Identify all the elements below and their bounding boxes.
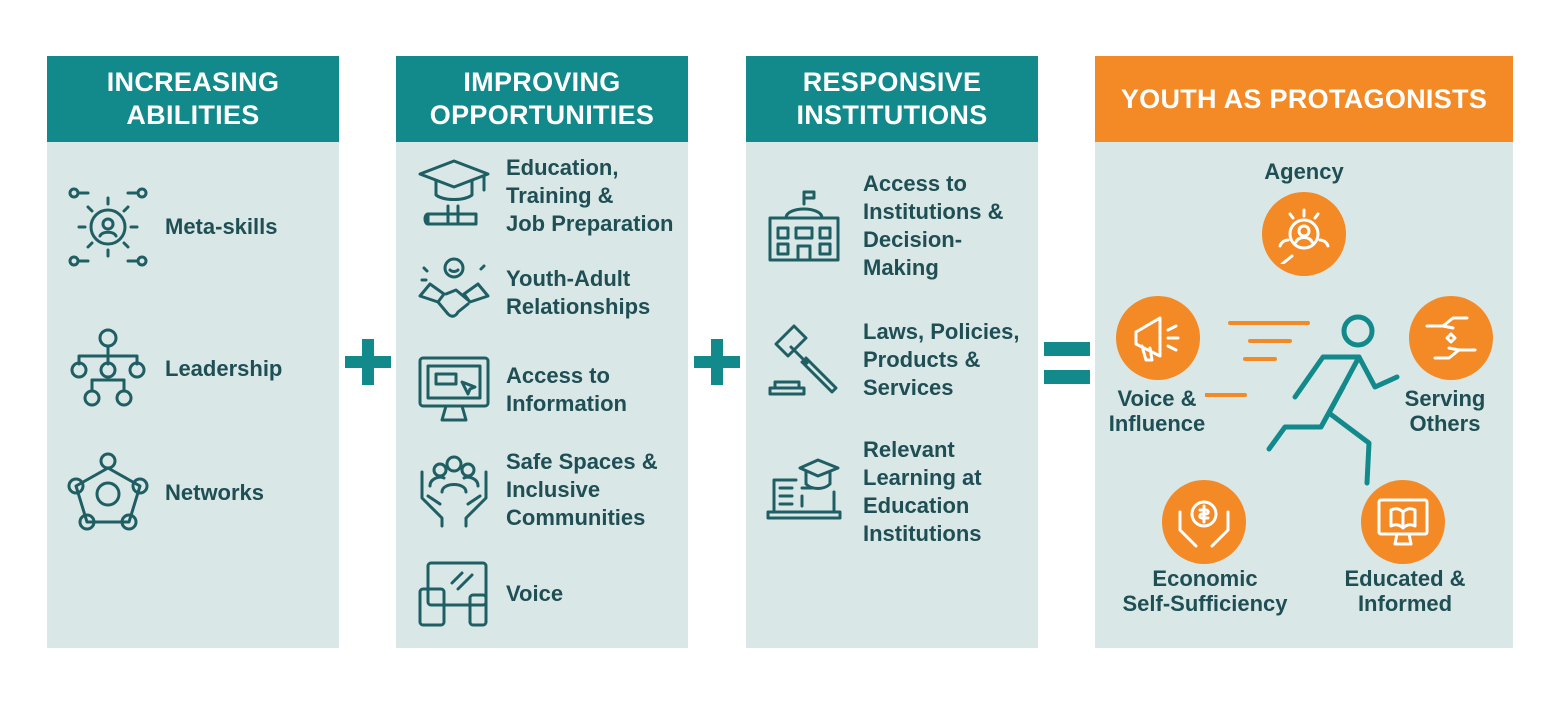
item-label: Laws, Policies, Products & Services xyxy=(863,319,1020,400)
item-label: Access to Institutions & Decision- Makin… xyxy=(863,171,1004,280)
list-item: Meta-skills xyxy=(67,186,278,268)
plus-icon xyxy=(694,339,740,385)
column-improving-opportunities: IMPROVING OPPORTUNITIES Education, Train… xyxy=(396,56,688,648)
agency-badge xyxy=(1262,192,1346,276)
graduation-cap-icon xyxy=(418,159,490,226)
gavel-icon xyxy=(768,324,838,396)
list-item: Relevant Learning at Education Instituti… xyxy=(766,436,982,548)
item-label: Relevant Learning at Education Instituti… xyxy=(863,437,982,546)
list-item: Laws, Policies, Products & Services xyxy=(766,318,1020,402)
devices-icon xyxy=(418,561,488,627)
megaphone-icon xyxy=(1134,316,1180,362)
column-responsive-institutions: RESPONSIVE INSTITUTIONS Access to Instit… xyxy=(746,56,1038,648)
item-label: Access to Information xyxy=(506,363,627,416)
item-label: Youth-Adult Relationships xyxy=(506,266,651,319)
column-youth-as-protagonists: YOUTH AS PROTAGONISTS Agency Voice & Inf… xyxy=(1095,56,1513,648)
list-item: Access to Information xyxy=(418,354,627,426)
item-label: Networks xyxy=(165,480,265,505)
column-title: INCREASING ABILITIES xyxy=(47,56,339,142)
agency-icon xyxy=(1278,208,1330,264)
list-item: Education, Training & Job Preparation xyxy=(418,154,673,238)
list-item: Voice xyxy=(418,561,563,627)
educated-badge xyxy=(1361,480,1445,564)
list-item: Networks xyxy=(67,452,264,534)
item-label: Safe Spaces & Inclusive Communities xyxy=(506,449,658,530)
agency-label: Agency xyxy=(1264,159,1344,184)
serving-badge xyxy=(1409,296,1493,380)
column-title: RESPONSIVE INSTITUTIONS xyxy=(746,56,1038,142)
column-title: YOUTH AS PROTAGONISTS xyxy=(1095,56,1513,142)
org-chart-icon xyxy=(70,328,146,407)
coin-hands-icon xyxy=(1178,500,1230,548)
item-label: Voice xyxy=(506,581,564,606)
list-item: Access to Institutions & Decision- Makin… xyxy=(766,170,1004,282)
item-label: Meta-skills xyxy=(165,214,278,239)
laptop-graduation-icon xyxy=(766,458,842,520)
item-label: Education, Training & Job Preparation xyxy=(506,155,674,236)
gear-person-icon xyxy=(68,187,148,267)
voice-label: Voice & Influence xyxy=(1108,386,1206,436)
column-increasing-abilities: INCREASING ABILITIES Meta-skills Leaders… xyxy=(47,56,339,648)
computer-monitor-icon xyxy=(418,356,490,422)
voice-badge xyxy=(1116,296,1200,380)
equals-icon xyxy=(1044,342,1090,384)
network-icon xyxy=(67,452,149,531)
serving-label: Serving Others xyxy=(1404,386,1486,436)
monitor-book-icon xyxy=(1377,498,1429,546)
hands-community-icon xyxy=(420,455,488,528)
educated-label: Educated & Informed xyxy=(1344,566,1466,616)
government-building-icon xyxy=(768,190,840,262)
helping-hands-icon xyxy=(1425,316,1477,360)
list-item: Leadership xyxy=(67,328,282,410)
column-title: IMPROVING OPPORTUNITIES xyxy=(396,56,688,142)
economic-badge xyxy=(1162,480,1246,564)
list-item: Youth-Adult Relationships xyxy=(418,256,650,330)
handshake-icon xyxy=(418,257,490,318)
runner-icon xyxy=(1205,314,1400,486)
list-item: Safe Spaces & Inclusive Communities xyxy=(418,448,658,532)
plus-icon xyxy=(345,339,391,385)
item-label: Leadership xyxy=(165,356,283,381)
economic-label: Economic Self-Sufficiency xyxy=(1122,566,1288,616)
